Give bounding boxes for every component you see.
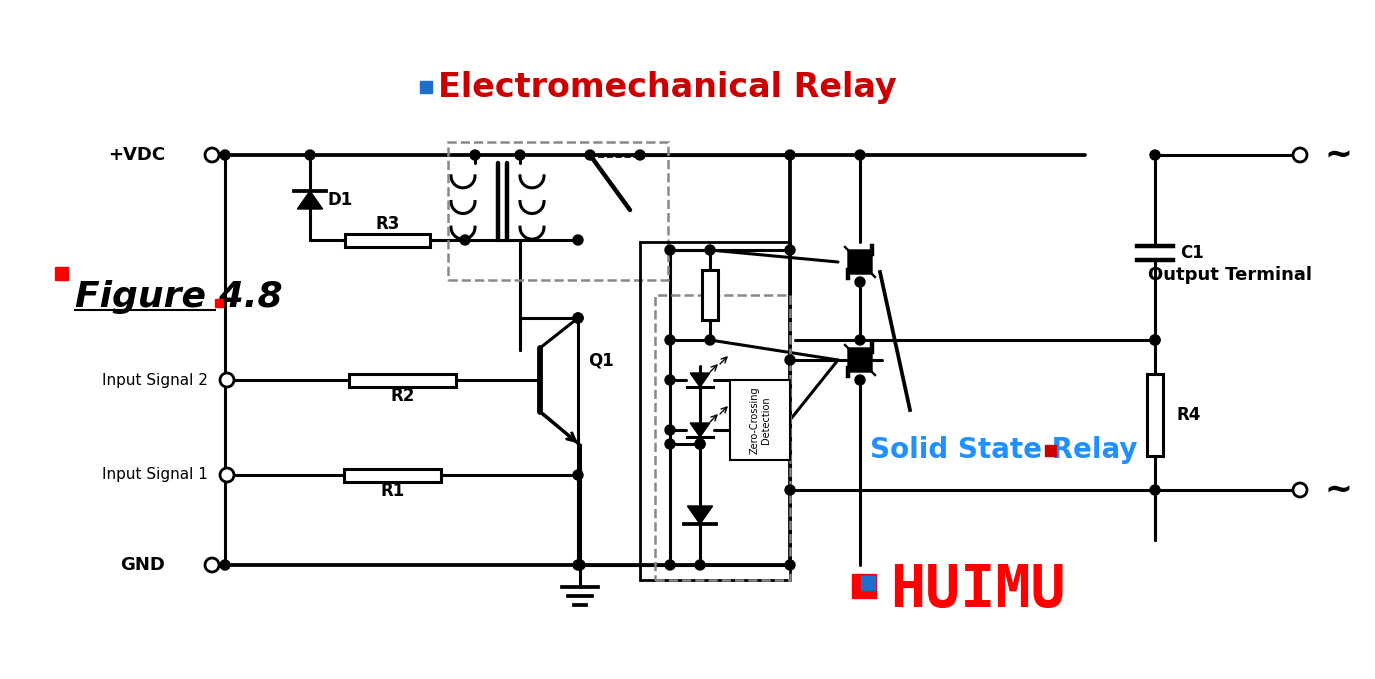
Text: R2: R2 bbox=[390, 387, 415, 405]
Circle shape bbox=[666, 560, 675, 570]
Circle shape bbox=[205, 558, 219, 572]
Circle shape bbox=[666, 439, 675, 449]
Circle shape bbox=[785, 355, 795, 365]
Polygon shape bbox=[690, 373, 710, 387]
Bar bbox=[345, 234, 430, 246]
Bar bbox=[703, 270, 718, 320]
Text: ~: ~ bbox=[1326, 473, 1353, 507]
Circle shape bbox=[785, 150, 795, 160]
Circle shape bbox=[461, 235, 470, 245]
Circle shape bbox=[666, 245, 675, 255]
Text: Q1: Q1 bbox=[588, 351, 613, 369]
Circle shape bbox=[785, 245, 795, 255]
Bar bbox=[419, 81, 432, 93]
Bar bbox=[639, 242, 791, 580]
Circle shape bbox=[1150, 485, 1160, 495]
Bar bbox=[349, 373, 456, 386]
Circle shape bbox=[1150, 335, 1160, 345]
Circle shape bbox=[855, 277, 865, 287]
Text: Output Terminal: Output Terminal bbox=[1148, 266, 1312, 284]
Circle shape bbox=[220, 150, 230, 160]
Bar bbox=[852, 574, 876, 598]
Polygon shape bbox=[688, 506, 712, 524]
Circle shape bbox=[694, 560, 705, 570]
Circle shape bbox=[305, 150, 315, 160]
Text: Solid State Relay: Solid State Relay bbox=[870, 436, 1137, 464]
Circle shape bbox=[220, 560, 230, 570]
Text: R3: R3 bbox=[375, 215, 400, 233]
Bar bbox=[55, 267, 67, 280]
Circle shape bbox=[855, 375, 865, 385]
Circle shape bbox=[855, 150, 865, 160]
Circle shape bbox=[694, 439, 705, 449]
Circle shape bbox=[575, 560, 584, 570]
Circle shape bbox=[666, 335, 675, 345]
Text: Zero-Crossing
Detection: Zero-Crossing Detection bbox=[749, 386, 771, 454]
Text: Input Signal 1: Input Signal 1 bbox=[102, 468, 208, 483]
Circle shape bbox=[220, 373, 234, 387]
Circle shape bbox=[785, 560, 795, 570]
Text: GND: GND bbox=[120, 556, 165, 574]
Circle shape bbox=[785, 485, 795, 495]
Bar bbox=[1045, 445, 1056, 456]
Text: +VDC: +VDC bbox=[107, 146, 165, 164]
Circle shape bbox=[573, 313, 583, 323]
Circle shape bbox=[573, 470, 583, 480]
Text: Figure 4.8: Figure 4.8 bbox=[76, 280, 283, 314]
Polygon shape bbox=[297, 191, 323, 209]
Circle shape bbox=[584, 150, 595, 160]
Circle shape bbox=[694, 439, 705, 449]
Circle shape bbox=[573, 313, 583, 323]
Circle shape bbox=[1292, 148, 1308, 162]
Polygon shape bbox=[848, 348, 872, 372]
Polygon shape bbox=[848, 250, 872, 274]
Circle shape bbox=[573, 560, 583, 570]
Circle shape bbox=[573, 235, 583, 245]
Circle shape bbox=[855, 335, 865, 345]
Circle shape bbox=[635, 150, 645, 160]
Circle shape bbox=[1292, 483, 1308, 497]
Circle shape bbox=[516, 150, 525, 160]
Bar bbox=[1147, 373, 1163, 456]
Text: ~: ~ bbox=[1326, 139, 1353, 172]
Bar bbox=[214, 299, 223, 307]
Polygon shape bbox=[848, 348, 872, 372]
Bar bbox=[730, 380, 791, 460]
Polygon shape bbox=[848, 250, 872, 274]
Polygon shape bbox=[690, 423, 710, 437]
Text: HUIMU: HUIMU bbox=[890, 562, 1066, 619]
Circle shape bbox=[1150, 150, 1160, 160]
Circle shape bbox=[470, 150, 480, 160]
Bar bbox=[344, 469, 440, 481]
Text: R4: R4 bbox=[1177, 406, 1202, 424]
Bar bbox=[654, 295, 791, 580]
Bar bbox=[448, 142, 668, 280]
Circle shape bbox=[1150, 335, 1160, 345]
Circle shape bbox=[220, 468, 234, 482]
Text: C1: C1 bbox=[1180, 244, 1203, 261]
Text: R1: R1 bbox=[381, 482, 404, 500]
Circle shape bbox=[666, 425, 675, 435]
Circle shape bbox=[205, 148, 219, 162]
Text: D1: D1 bbox=[329, 191, 353, 209]
Bar bbox=[861, 576, 874, 590]
Circle shape bbox=[666, 375, 675, 385]
Circle shape bbox=[705, 245, 715, 255]
Text: Electromechanical Relay: Electromechanical Relay bbox=[439, 71, 896, 103]
Circle shape bbox=[705, 335, 715, 345]
Text: Input Signal 2: Input Signal 2 bbox=[102, 373, 208, 388]
